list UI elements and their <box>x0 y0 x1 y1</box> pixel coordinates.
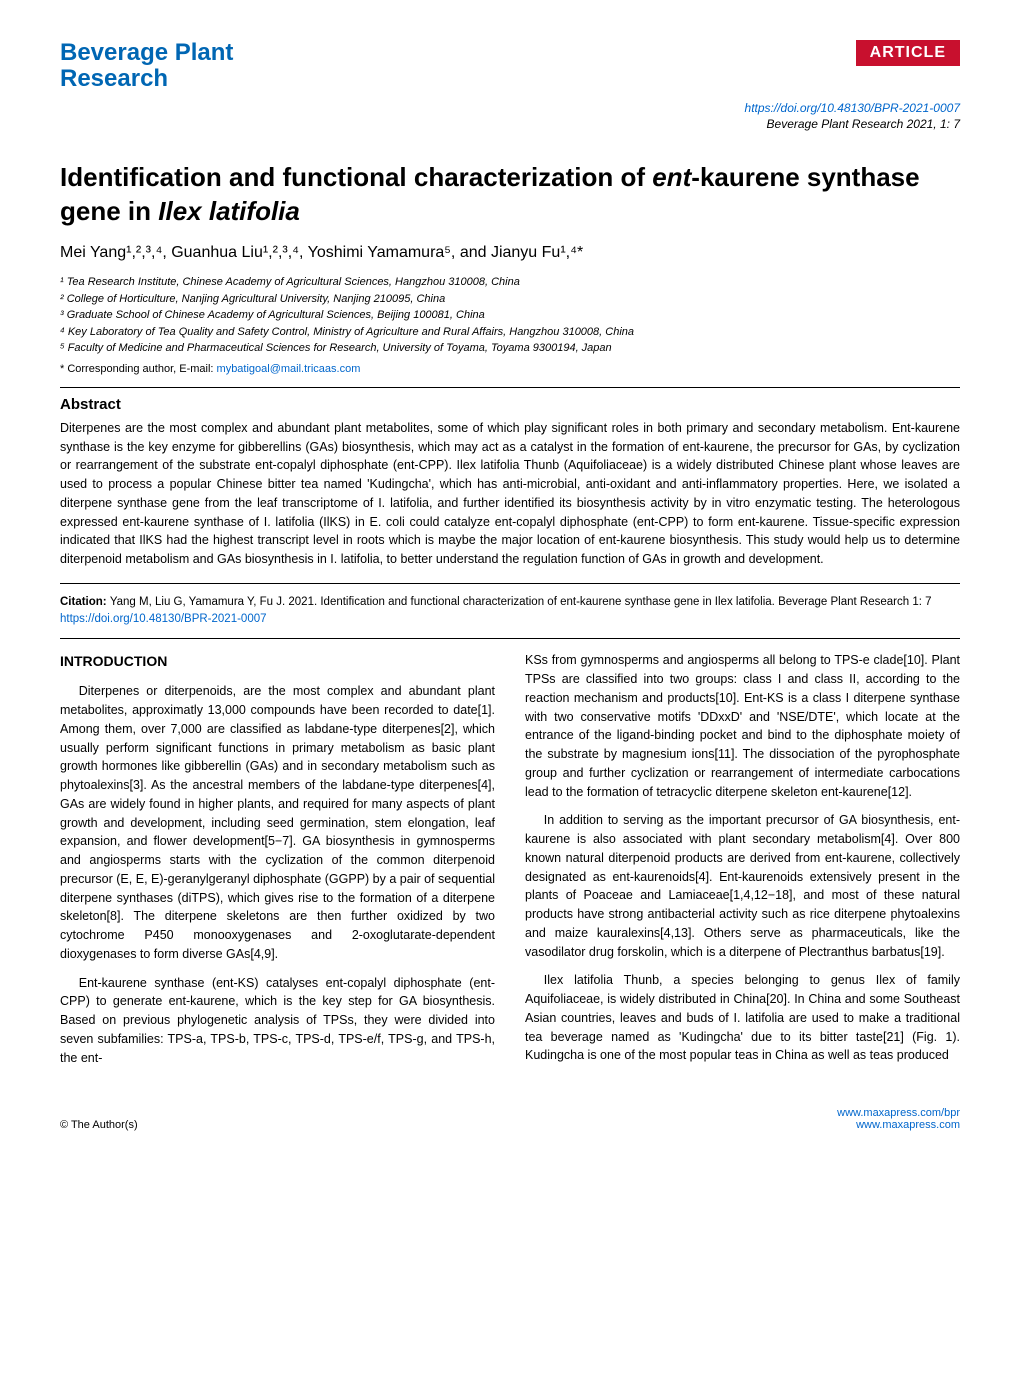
footer-link-2[interactable]: www.maxapress.com <box>837 1119 960 1131</box>
doi-link[interactable]: https://doi.org/10.48130/BPR-2021-0007 <box>745 101 960 115</box>
intro-heading: INTRODUCTION <box>60 651 495 672</box>
title-p2: ent <box>652 162 691 192</box>
corresponding-label: * Corresponding author, E-mail: <box>60 363 217 375</box>
divider-3 <box>60 638 960 639</box>
affiliation-2: ² College of Horticulture, Nanjing Agric… <box>60 291 960 308</box>
citation-label: Citation: <box>60 596 110 608</box>
corresponding-email[interactable]: mybatigoal@mail.tricaas.com <box>217 363 361 375</box>
abstract-heading: Abstract <box>60 396 960 413</box>
title-p1: Identification and functional characteri… <box>60 162 652 192</box>
left-column: INTRODUCTION Diterpenes or diterpenoids,… <box>60 651 495 1077</box>
citation-link[interactable]: https://doi.org/10.48130/BPR-2021-0007 <box>60 613 267 625</box>
citation-box: Citation: Yang M, Liu G, Yamamura Y, Fu … <box>60 594 960 629</box>
copyright: © The Author(s) <box>60 1119 138 1131</box>
journal-name: Beverage Plant Research <box>60 40 233 93</box>
affiliation-4: ⁴ Key Laboratory of Tea Quality and Safe… <box>60 324 960 341</box>
left-p2: Ent-kaurene synthase (ent-KS) catalyses … <box>60 974 495 1068</box>
authors-line: Mei Yang¹,²,³,⁴, Guanhua Liu¹,²,³,⁴, Yos… <box>60 244 960 262</box>
journal-line2: Research <box>60 66 233 92</box>
footer-links: www.maxapress.com/bpr www.maxapress.com <box>837 1107 960 1131</box>
title-p4: Ilex latifolia <box>158 196 300 226</box>
right-p3: Ilex latifolia Thunb, a species belongin… <box>525 971 960 1065</box>
header-row: Beverage Plant Research ARTICLE <box>60 40 960 93</box>
affiliation-5: ⁵ Faculty of Medicine and Pharmaceutical… <box>60 340 960 357</box>
right-p1: KSs from gymnosperms and angiosperms all… <box>525 651 960 801</box>
affiliations: ¹ Tea Research Institute, Chinese Academ… <box>60 274 960 357</box>
footer-row: © The Author(s) www.maxapress.com/bpr ww… <box>60 1107 960 1131</box>
affiliation-3: ³ Graduate School of Chinese Academy of … <box>60 307 960 324</box>
right-p2: In addition to serving as the important … <box>525 811 960 961</box>
footer-link-1[interactable]: www.maxapress.com/bpr <box>837 1107 960 1119</box>
right-column: KSs from gymnosperms and angiosperms all… <box>525 651 960 1077</box>
affiliation-1: ¹ Tea Research Institute, Chinese Academ… <box>60 274 960 291</box>
divider-1 <box>60 387 960 388</box>
citation-text: Yang M, Liu G, Yamamura Y, Fu J. 2021. I… <box>110 596 932 608</box>
citation-meta: Beverage Plant Research 2021, 1: 7 <box>60 117 960 131</box>
journal-line1: Beverage Plant <box>60 39 233 66</box>
two-column-body: INTRODUCTION Diterpenes or diterpenoids,… <box>60 651 960 1077</box>
meta-info: https://doi.org/10.48130/BPR-2021-0007 B… <box>60 101 960 131</box>
divider-2 <box>60 583 960 584</box>
article-badge: ARTICLE <box>856 40 960 66</box>
abstract-text: Diterpenes are the most complex and abun… <box>60 419 960 569</box>
article-title: Identification and functional characteri… <box>60 161 960 229</box>
left-p1: Diterpenes or diterpenoids, are the most… <box>60 682 495 963</box>
corresponding-author: * Corresponding author, E-mail: mybatigo… <box>60 363 960 375</box>
